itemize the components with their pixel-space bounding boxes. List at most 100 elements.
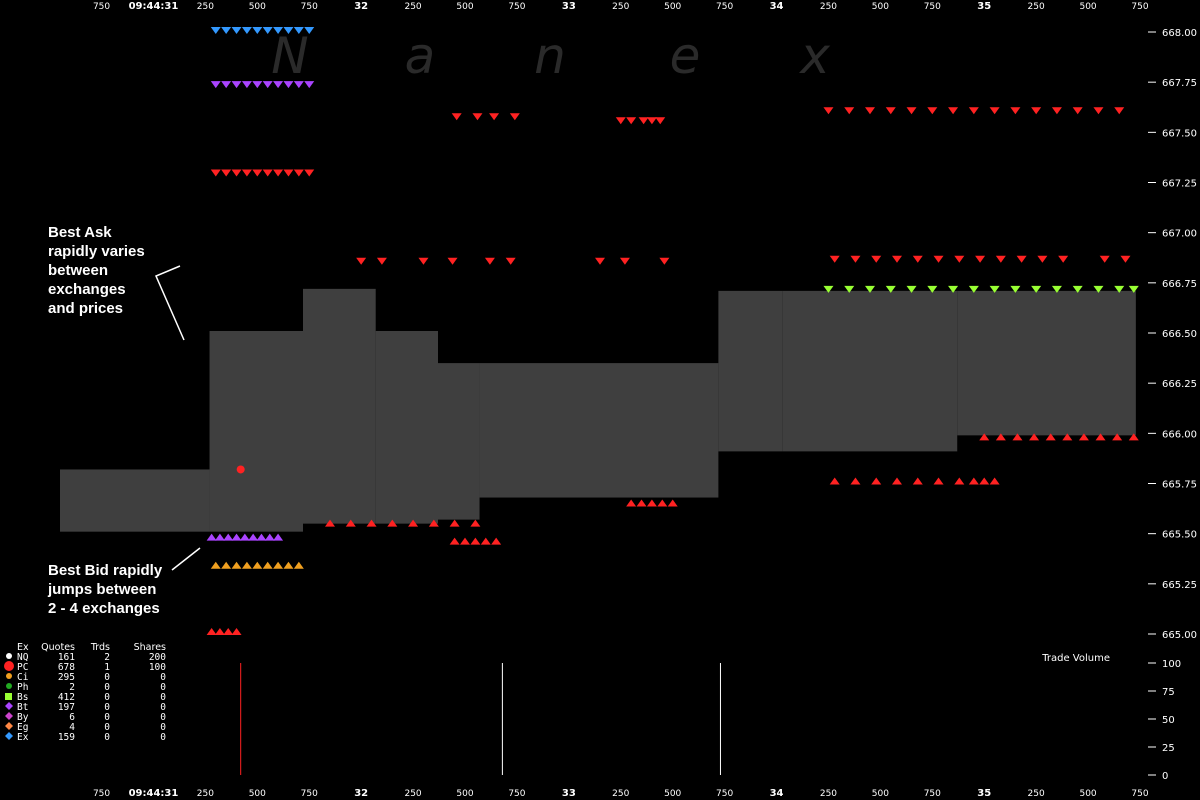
spread-segment	[303, 288, 376, 524]
ask-marker	[262, 27, 273, 34]
ask-marker	[1031, 107, 1042, 115]
bid-marker	[231, 533, 242, 541]
legend-swatch	[6, 653, 12, 659]
bid-marker	[667, 499, 678, 507]
bid-marker	[480, 537, 491, 545]
spread-segment	[957, 290, 1136, 436]
ask-marker	[231, 27, 242, 34]
y-tick-label: 667.25	[1162, 179, 1197, 190]
ask-marker	[844, 107, 855, 115]
ask-marker	[241, 81, 252, 89]
legend-quotes: 412	[58, 692, 75, 703]
ask-marker	[356, 257, 367, 265]
ask-marker	[283, 169, 294, 177]
ask-marker	[283, 27, 294, 34]
x-tick-label: 750	[301, 2, 318, 12]
bid-marker	[1045, 433, 1056, 441]
bid-marker	[231, 561, 242, 569]
ask-marker	[989, 107, 1000, 115]
legend-quotes: 6	[69, 712, 75, 723]
legend-ex: Ex	[17, 732, 29, 743]
spread-segment	[438, 363, 480, 520]
spread-segment	[782, 290, 958, 452]
ask-marker	[1010, 107, 1021, 115]
x-tick-label: 09:44:31	[129, 1, 179, 12]
x-tick-label: 500	[249, 2, 266, 12]
bid-marker	[995, 433, 1006, 441]
x-tick-label: 250	[197, 789, 214, 799]
y-tick-label: 665.75	[1162, 480, 1197, 491]
x-tick-label: 750	[508, 789, 525, 799]
x-tick-label: 750	[93, 789, 110, 799]
legend-quotes: 295	[58, 672, 75, 683]
ask-marker	[850, 255, 861, 263]
ask-marker	[1093, 107, 1104, 115]
bid-marker	[248, 533, 259, 541]
volume-y-tick: 75	[1162, 687, 1175, 698]
x-tick-label: 34	[770, 1, 784, 12]
legend-trds: 0	[104, 712, 110, 723]
bid-marker	[646, 499, 657, 507]
bid-marker	[293, 561, 304, 569]
bid-marker	[449, 519, 460, 527]
ask-marker	[865, 285, 875, 293]
ask-marker	[912, 255, 923, 263]
ask-marker	[293, 27, 304, 34]
bid-marker	[460, 537, 470, 545]
ask-marker	[1072, 285, 1083, 293]
bid-marker	[1029, 433, 1040, 441]
x-tick-label: 250	[1028, 789, 1045, 799]
x-axis-top: 750 09:44:31 250 500 750 32 250 500 750 33 250 500 7…	[93, 1, 1149, 12]
legend-shares: 0	[160, 702, 166, 713]
ask-marker	[210, 27, 221, 34]
ask-marker	[927, 285, 938, 293]
bid-marker	[210, 561, 221, 569]
x-tick-label: 250	[197, 2, 214, 12]
x-tick-label: 750	[924, 2, 941, 12]
ask-marker	[231, 169, 242, 177]
legend-ex: Bs	[17, 692, 28, 703]
ask-marker	[231, 81, 242, 89]
x-tick-label: 32	[354, 788, 368, 799]
ask-marker	[273, 27, 284, 34]
x-tick-label: 35	[977, 1, 991, 12]
legend-quotes: 2	[69, 682, 75, 693]
bid-marker	[214, 533, 225, 541]
bid-marker	[912, 477, 923, 485]
x-tick-label: 750	[924, 789, 941, 799]
ask-marker	[484, 257, 495, 265]
legend-swatch	[5, 702, 13, 710]
x-tick-label: 750	[508, 2, 525, 12]
ask-marker	[293, 169, 304, 177]
annotation-line: rapidly varies	[48, 243, 145, 260]
annotation-line: 2 - 4 exchanges	[48, 600, 160, 617]
watermark-letter: a	[405, 27, 436, 85]
legend-trds: 0	[104, 702, 110, 713]
legend-shares: 0	[160, 672, 166, 683]
legend-ex: By	[17, 712, 29, 723]
volume-y-tick: 25	[1162, 743, 1175, 754]
ask-marker	[968, 285, 979, 293]
ask-marker	[489, 113, 500, 121]
spread-segment	[479, 363, 719, 498]
ask-marker	[829, 255, 840, 263]
y-tick-label: 666.75	[1162, 279, 1197, 290]
legend-swatch	[5, 693, 12, 700]
bid-marker	[1062, 433, 1073, 441]
ask-marker	[892, 255, 902, 263]
ask-marker	[273, 169, 284, 177]
annotation-line: Best Bid rapidly	[48, 562, 163, 579]
spread-segment	[375, 330, 438, 524]
ask-marker	[1114, 107, 1125, 115]
ask-marker	[273, 81, 284, 89]
ask-marker	[948, 285, 959, 293]
bid-marker	[979, 433, 990, 441]
watermark-letter: N	[271, 27, 308, 85]
ask-marker	[451, 113, 462, 121]
x-tick-label: 500	[456, 789, 473, 799]
bid-marker	[657, 499, 668, 507]
ask-marker	[1058, 255, 1069, 263]
ask-marker	[210, 81, 221, 89]
y-axis-right: 668.00 667.75 667.50 667.25 667.00 666.75 666.…	[1148, 28, 1197, 641]
